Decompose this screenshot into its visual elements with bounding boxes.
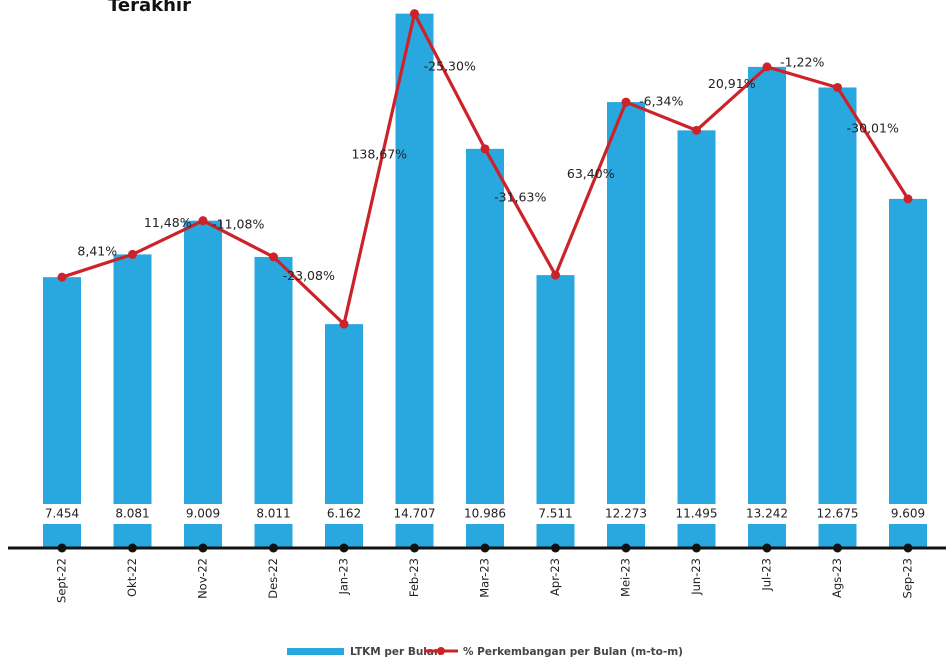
percent-label: -23,08% [283, 268, 335, 283]
axis-dot [198, 543, 208, 553]
bar-value-label: 12.675 [817, 507, 859, 521]
x-tick-label: Ags-23 [830, 558, 844, 598]
bar-value-label: 7.511 [538, 507, 572, 521]
line-point [128, 249, 137, 259]
percent-label: 63,40% [567, 166, 615, 181]
chart-title: Terakhir [108, 0, 191, 16]
axis-dot [128, 543, 137, 553]
label-strip [0, 504, 946, 524]
bar [748, 66, 786, 549]
axis-dot [339, 543, 349, 553]
x-tick-label: Jan-23 [337, 558, 351, 596]
line-point [833, 82, 842, 92]
line-point [198, 216, 208, 226]
x-tick-label: Sep-23 [901, 558, 915, 598]
percent-label: -1,22% [780, 55, 824, 70]
percent-label: -30,01% [847, 121, 899, 136]
axis-dot [903, 543, 913, 553]
line-point [762, 62, 772, 72]
axis-dot [621, 543, 631, 553]
x-tick-label: Okt-22 [125, 558, 139, 597]
percent-label: 11,48% [144, 215, 192, 230]
x-tick-label: Feb-23 [407, 558, 421, 597]
bar-value-label: 12.273 [605, 507, 647, 521]
line-point [269, 252, 278, 262]
percent-label: -25,30% [424, 59, 476, 74]
percent-label: 138,67% [351, 146, 407, 161]
percent-label: 20,91% [708, 76, 756, 91]
line-point [339, 319, 349, 329]
bar-value-label: 10.986 [464, 507, 506, 521]
line-point [410, 9, 419, 19]
bar [184, 220, 222, 548]
percent-label: 8,41% [77, 243, 117, 258]
x-tick-label: Apr-23 [548, 558, 562, 596]
axis-dot [692, 543, 701, 553]
x-tick-label: Jun-23 [689, 558, 703, 596]
x-tick-label: Sept-22 [55, 558, 69, 603]
bar [607, 102, 645, 549]
bar [889, 198, 927, 549]
bar [536, 275, 575, 548]
bar [113, 254, 152, 549]
percent-label: -11,08% [212, 216, 264, 231]
line-point [903, 194, 913, 204]
bar-value-label: 8.081 [115, 507, 149, 521]
bar [254, 256, 293, 548]
bar-value-label: 6.162 [327, 507, 361, 521]
axis-dot [833, 543, 842, 553]
legend-label: % Perkembangan per Bulan (m-to-m) [463, 646, 683, 658]
line-point [551, 270, 560, 280]
line-point [621, 97, 631, 107]
bar [677, 130, 716, 548]
bar-value-label: 9.009 [186, 507, 220, 521]
bar-value-label: 9.609 [891, 507, 925, 521]
x-tick-label: Des-22 [266, 558, 280, 599]
bar-value-label: 7.454 [45, 507, 79, 521]
bar [43, 277, 81, 548]
legend-swatch [437, 647, 445, 655]
line-point [480, 144, 490, 154]
bar-value-label: 11.495 [676, 507, 718, 521]
bar [395, 13, 434, 548]
line-point [57, 272, 67, 282]
x-tick-label: Mar-23 [478, 558, 492, 598]
axis-dot [480, 543, 490, 553]
bar-value-label: 13.242 [746, 507, 788, 521]
x-tick-label: Mei-23 [619, 558, 633, 597]
x-tick-label: Nov-22 [196, 558, 210, 599]
axis-dot [551, 543, 560, 553]
percent-label: -6,34% [639, 94, 683, 109]
x-tick-label: Jul-23 [760, 558, 774, 592]
percent-label: -31,63% [494, 189, 546, 204]
bar [466, 148, 504, 549]
axis-dot [57, 543, 67, 553]
bar-value-label: 8.011 [256, 507, 290, 521]
legend-swatch [287, 648, 344, 655]
line-point [692, 125, 701, 135]
bar [818, 87, 857, 548]
axis-dot [410, 543, 419, 553]
axis-dot [762, 543, 772, 553]
legend-label: LTKM per Bulan [350, 646, 441, 658]
bar-value-label: 14.707 [394, 507, 436, 521]
axis-dot [269, 543, 278, 553]
